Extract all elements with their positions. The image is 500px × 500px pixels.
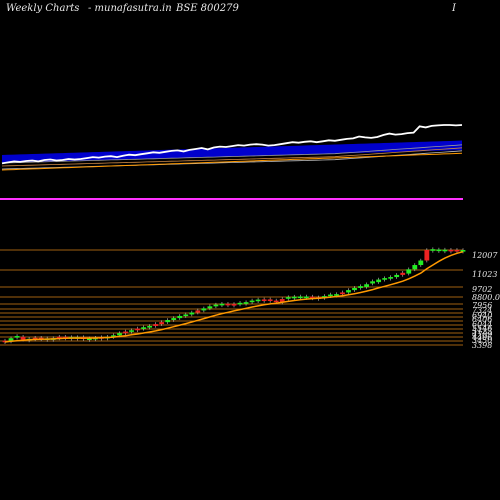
chart-header: Weekly Charts - munafasutra.in BSE 80027… xyxy=(0,0,500,20)
moving-average-line xyxy=(4,250,464,343)
up-candle xyxy=(117,333,122,336)
price-grid xyxy=(0,249,463,346)
up-candle xyxy=(364,284,369,287)
down-candle xyxy=(231,303,237,306)
up-candle xyxy=(291,296,297,299)
y-tick-label: 3398 xyxy=(472,341,492,350)
down-candle xyxy=(273,300,279,303)
band-line-2 xyxy=(1,147,463,167)
down-candle xyxy=(267,299,273,301)
orange-band-line xyxy=(1,152,463,171)
up-candle xyxy=(141,327,147,329)
up-candle xyxy=(352,287,357,291)
up-candle xyxy=(249,300,255,303)
down-candle xyxy=(56,336,62,339)
y-tick-label: 12007 xyxy=(472,251,498,260)
up-candle xyxy=(285,297,291,299)
down-candle xyxy=(309,296,315,299)
up-candle xyxy=(111,335,116,337)
y-tick-label: 6044 xyxy=(472,320,492,329)
down-candle xyxy=(454,249,460,252)
up-candle xyxy=(406,269,412,274)
down-candle xyxy=(20,336,26,340)
y-tick-label: 6406 xyxy=(472,315,492,324)
up-candle xyxy=(177,315,183,319)
up-candle xyxy=(213,304,219,307)
down-candle xyxy=(340,292,345,295)
down-candle xyxy=(32,337,38,340)
down-candle xyxy=(225,303,231,306)
up-candle xyxy=(237,302,243,305)
down-candle xyxy=(279,299,285,303)
y-tick-label: 7324 xyxy=(472,306,492,315)
header-indicator: I xyxy=(452,3,456,14)
y-tick-labels: 12007 11023 97028800.007956732469406406604… xyxy=(471,251,500,350)
up-candle xyxy=(8,338,14,342)
up-candle xyxy=(346,290,351,293)
up-candle xyxy=(14,336,20,338)
y-tick-label: 3450 xyxy=(472,336,492,345)
up-candle xyxy=(370,281,376,284)
up-candle xyxy=(243,302,249,304)
down-candle xyxy=(123,331,128,334)
up-candle xyxy=(303,296,309,299)
up-candle xyxy=(171,318,177,321)
price-index-line xyxy=(1,124,463,165)
y-tick-label: 4709 xyxy=(471,330,492,339)
up-candle xyxy=(376,279,382,283)
header-site: - munafasutra.in xyxy=(88,3,172,14)
header-stock-code: BSE 800279 xyxy=(176,3,239,14)
up-candle xyxy=(86,338,92,341)
header-title: Weekly Charts xyxy=(6,3,80,14)
down-candle xyxy=(135,328,140,331)
indicator-panel xyxy=(1,124,463,171)
down-candle xyxy=(400,272,406,275)
up-candle xyxy=(334,294,339,296)
up-candle xyxy=(442,249,448,252)
down-candle xyxy=(448,249,454,252)
down-candle xyxy=(424,250,430,261)
y-tick-label: 8800.00 xyxy=(472,293,500,302)
down-candle xyxy=(153,324,159,327)
up-candle xyxy=(436,249,442,252)
up-candle xyxy=(394,274,400,278)
up-candle xyxy=(358,286,363,288)
up-candle xyxy=(129,330,134,332)
y-tick-label: 4406 xyxy=(471,333,492,342)
down-candle xyxy=(261,299,267,301)
up-candle xyxy=(412,265,418,270)
up-candle xyxy=(418,260,424,266)
up-candle xyxy=(147,326,153,328)
y-tick-label: 11023 xyxy=(472,270,497,279)
up-candle xyxy=(189,312,195,315)
y-tick-label: 6940 xyxy=(472,311,492,320)
band-line-1 xyxy=(1,144,463,164)
candles xyxy=(2,247,466,345)
up-candle xyxy=(183,314,189,317)
up-candle xyxy=(219,303,225,306)
up-candle xyxy=(382,278,388,280)
down-candle xyxy=(195,310,201,313)
up-candle xyxy=(165,320,171,323)
up-candle xyxy=(255,299,261,302)
up-candle xyxy=(207,306,213,309)
y-tick-label: 7956 xyxy=(472,301,492,310)
up-candle xyxy=(430,249,436,251)
y-tick-label: 5546 xyxy=(472,324,492,333)
up-candle xyxy=(328,294,333,297)
y-tick-label: 5123 xyxy=(472,327,492,336)
down-candle xyxy=(159,322,165,325)
up-candle xyxy=(297,296,303,299)
up-candle xyxy=(201,308,207,311)
up-candle xyxy=(388,277,394,279)
y-tick-label: 9702 xyxy=(472,285,492,294)
up-candle xyxy=(460,250,466,252)
